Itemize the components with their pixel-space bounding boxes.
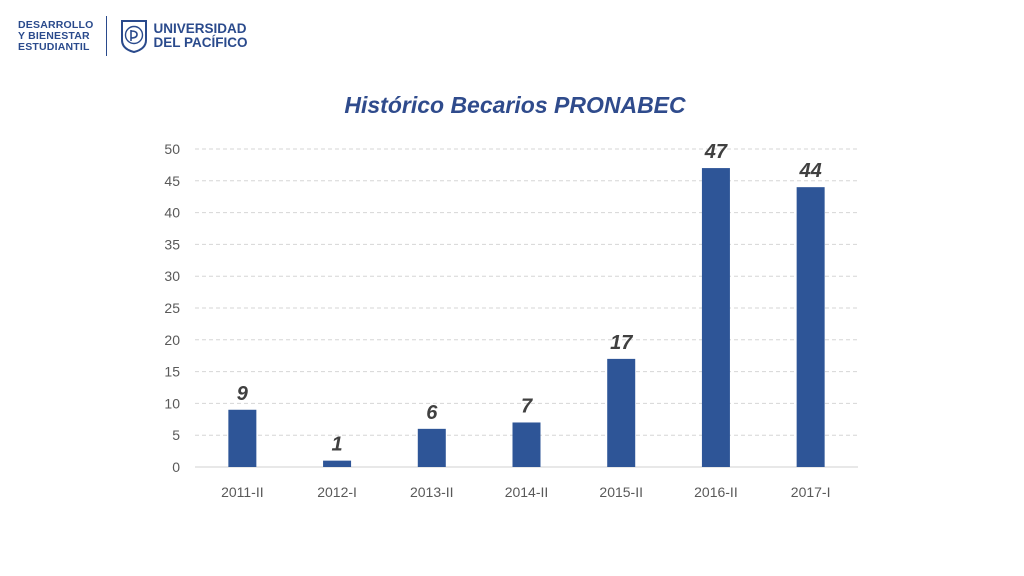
y-tick-label: 40 [164,205,180,221]
x-tick-label: 2014-II [505,484,549,500]
uni-line-2: DEL PACÍFICO [153,35,248,50]
university-seal-icon [120,20,147,54]
bar [796,187,825,467]
y-tick-label: 5 [172,427,180,443]
y-tick-label: 15 [164,364,180,380]
dept-line-2: Y BIENESTAR [18,29,90,42]
y-tick-label: 50 [164,141,180,157]
bar [323,460,352,467]
x-tick-label: 2011-II [221,484,264,500]
x-tick-label: 2017-I [791,484,831,500]
department-logo-text: DESARROLLO Y BIENESTAR ESTUDIANTIL [18,18,94,53]
bar [417,428,446,467]
chart-title: Histórico Becarios PRONABEC [344,92,686,118]
bar [701,168,730,467]
y-tick-label: 0 [172,459,180,475]
data-label: 44 [799,160,822,182]
data-label: 47 [704,141,728,163]
bar [228,409,257,467]
data-label: 6 [426,402,438,424]
university-logo-text: UNIVERSIDAD DEL PACÍFICO [154,22,248,50]
data-label: 7 [521,395,533,417]
y-tick-label: 20 [164,332,180,348]
data-label: 1 [332,434,343,456]
x-tick-label: 2012-I [317,484,357,500]
y-tick-label: 30 [164,268,180,284]
bar [607,358,636,467]
uni-line-1: UNIVERSIDAD [153,21,247,36]
data-label: 9 [237,383,249,405]
dept-line-1: DESARROLLO [18,18,94,31]
x-tick-label: 2016-II [694,484,738,500]
y-tick-label: 35 [164,236,180,252]
dept-line-3: ESTUDIANTIL [18,40,90,53]
x-tick-label: 2013-II [410,484,454,500]
y-tick-label: 45 [164,173,180,189]
data-label: 17 [610,332,633,354]
bar [512,422,541,467]
logo-divider [105,16,107,56]
x-tick-label: 2015-II [599,484,643,500]
header: DESARROLLO Y BIENESTAR ESTUDIANTIL UNIVE… [18,14,248,58]
y-tick-label: 10 [164,395,180,411]
y-tick-label: 25 [164,300,180,316]
